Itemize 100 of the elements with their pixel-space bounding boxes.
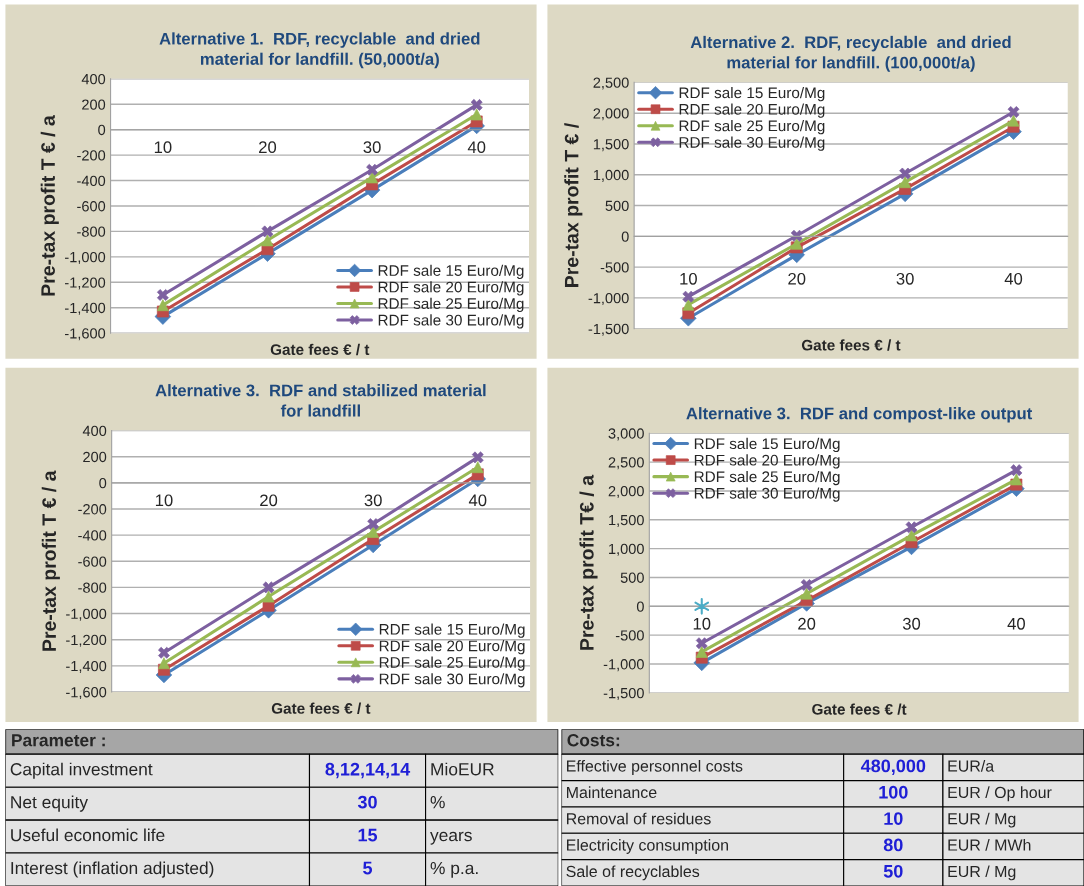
x-tick-label: 40 bbox=[1004, 272, 1023, 285]
legend-label: RDF sale 30 Euro/Mg bbox=[378, 314, 524, 329]
text: Sale of recyclables bbox=[566, 865, 700, 881]
y-tick-label: -800 bbox=[77, 226, 106, 237]
text: Parameter : bbox=[12, 734, 105, 747]
text: Useful economic life bbox=[11, 828, 165, 842]
y-tick-label: 2,000 bbox=[608, 486, 644, 499]
text: Interest (inflation adjusted) bbox=[11, 861, 214, 878]
x-tick-label: 30 bbox=[363, 141, 381, 154]
y-tick-label: -1,500 bbox=[603, 687, 644, 700]
x-axis-title: Gate fees € / t bbox=[271, 702, 371, 714]
x-axis-title: Gate fees € / t bbox=[270, 343, 370, 356]
y-tick-label: -200 bbox=[78, 504, 107, 515]
point bbox=[694, 598, 710, 615]
legend-label: RDF sale 25 Euro/Mg bbox=[679, 120, 825, 135]
y-tick-label: -1,400 bbox=[66, 660, 107, 673]
text: 50 bbox=[883, 864, 903, 878]
y-tick-label: -400 bbox=[78, 530, 107, 541]
y-axis-title: Pre-tax profit T € / a bbox=[41, 470, 60, 651]
text: 5 bbox=[363, 861, 373, 875]
x-tick-label: 10 bbox=[154, 141, 172, 154]
y-tick-label: -1,600 bbox=[65, 328, 106, 341]
y-tick-label: 3,000 bbox=[608, 428, 644, 441]
text: % p.a. bbox=[430, 861, 478, 878]
text: 80 bbox=[883, 838, 903, 852]
x-axis-title: Gate fees € /t bbox=[812, 703, 907, 715]
x-tick-label: 30 bbox=[896, 272, 914, 285]
legend-label: RDF sale 20 Euro/Mg bbox=[694, 454, 840, 469]
y-tick-label: -1,000 bbox=[65, 251, 106, 264]
y-tick-label: -1,400 bbox=[65, 302, 106, 315]
legend-label: RDF sale 25 Euro/Mg bbox=[694, 470, 840, 486]
x-tick-label: 20 bbox=[259, 141, 277, 154]
y-tick-label: 400 bbox=[81, 73, 106, 85]
text: 30 bbox=[357, 795, 377, 809]
text: 10 bbox=[884, 812, 903, 825]
legend-label: RDF sale 20 Euro/Mg bbox=[379, 640, 525, 655]
legend-label: RDF sale 20 Euro/Mg bbox=[378, 281, 524, 296]
text: 100 bbox=[879, 785, 908, 799]
x-tick-label: 30 bbox=[902, 617, 921, 630]
y-tick-label: 0 bbox=[99, 477, 107, 489]
y-tick-label: -1,200 bbox=[66, 634, 107, 647]
chart-title: Alternative 3. RDF and stabilized material for landfill bbox=[155, 384, 486, 417]
x-tick-label: 30 bbox=[364, 494, 382, 507]
legend-label: RDF sale 15 Euro/Mg bbox=[694, 437, 840, 453]
y-tick-label: -800 bbox=[78, 582, 107, 593]
x-tick-label: 40 bbox=[467, 141, 486, 154]
y-tick-label: 2,500 bbox=[593, 77, 629, 90]
text: Capital investment bbox=[10, 762, 153, 779]
legend-label: RDF sale 30 Euro/Mg bbox=[679, 136, 825, 151]
legend-label: RDF sale 25 Euro/Mg bbox=[379, 656, 525, 671]
text: MioEUR bbox=[431, 762, 494, 776]
x-tick-label: 40 bbox=[468, 494, 487, 507]
y-tick-label: -500 bbox=[615, 630, 644, 641]
y-tick-label: 400 bbox=[82, 425, 107, 437]
text: EUR / MWh bbox=[948, 839, 1031, 851]
y-tick-label: -1,500 bbox=[588, 323, 629, 336]
text: EUR / Op hour bbox=[948, 786, 1052, 802]
chart-title: Alternative 3. RDF and compost-like output bbox=[686, 407, 1033, 423]
x-tick-label: 10 bbox=[155, 494, 173, 507]
text: Electricity consumption bbox=[567, 839, 728, 854]
x-tick-label: 40 bbox=[1007, 617, 1025, 630]
x-axis-title: Gate fees € / t bbox=[801, 339, 901, 351]
text: EUR/a bbox=[948, 760, 995, 772]
text: Costs: bbox=[567, 734, 620, 747]
x-tick-label: 20 bbox=[788, 272, 806, 285]
text: Effective personnel costs bbox=[567, 760, 743, 775]
y-tick-label: -600 bbox=[77, 201, 106, 212]
y-tick-label: -1,000 bbox=[603, 659, 644, 672]
legend-label: RDF sale 15 Euro/Mg bbox=[679, 86, 825, 102]
y-tick-label: 2,000 bbox=[593, 108, 629, 121]
y-tick-label: -1,200 bbox=[65, 277, 106, 290]
y-tick-label: 1,500 bbox=[593, 139, 629, 152]
y-tick-label: -500 bbox=[600, 262, 629, 273]
text: EUR / Mg bbox=[948, 865, 1016, 881]
legend-label: RDF sale 15 Euro/Mg bbox=[378, 264, 524, 279]
text: % bbox=[430, 796, 445, 809]
text: Maintenance bbox=[567, 786, 657, 799]
text: Removal of residues bbox=[567, 812, 711, 825]
y-tick-label: 1,500 bbox=[609, 514, 644, 527]
text: years bbox=[430, 831, 472, 845]
text: 480,000 bbox=[860, 759, 926, 775]
text: EUR / Mg bbox=[948, 812, 1016, 828]
y-tick-label: 200 bbox=[83, 451, 107, 463]
text: 8,12,14,14 bbox=[325, 762, 411, 779]
y-axis-title: Pre-tax profit T € / a bbox=[40, 115, 59, 296]
y-tick-label: 0 bbox=[621, 231, 629, 242]
x-tick-label: 10 bbox=[680, 272, 697, 285]
legend-label: RDF sale 20 Euro/Mg bbox=[679, 103, 825, 118]
y-tick-label: -1,000 bbox=[66, 608, 107, 621]
chart-title: Alternative 2. RDF, recyclable and dried material for landfill. (100,000t/a) bbox=[690, 35, 1011, 72]
y-tick-label: 500 bbox=[620, 572, 644, 583]
legend-label: RDF sale 30 Euro/Mg bbox=[694, 487, 840, 502]
legend-label: RDF sale 25 Euro/Mg bbox=[378, 297, 524, 313]
y-axis-title: Pre-tax profit T € / bbox=[564, 123, 583, 287]
text: Net equity bbox=[11, 795, 88, 812]
x-tick-label: 20 bbox=[260, 494, 278, 507]
x-tick-label: 20 bbox=[798, 617, 816, 630]
y-axis-title: Pre-tax profit T€ / a bbox=[579, 474, 598, 650]
y-tick-label: -600 bbox=[78, 556, 107, 567]
legend-label: RDF sale 15 Euro/Mg bbox=[379, 623, 525, 638]
